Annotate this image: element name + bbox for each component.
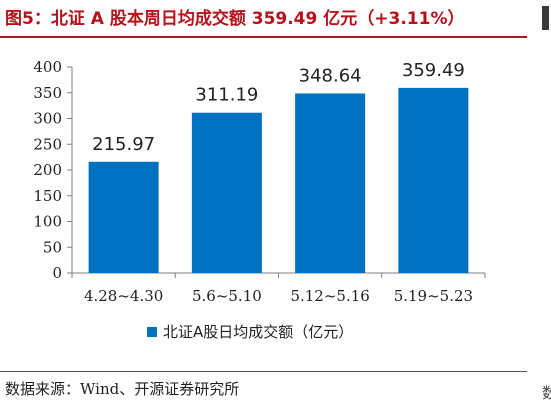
legend-swatch <box>147 327 157 337</box>
x-tick-label: 5.19~5.23 <box>394 287 473 305</box>
x-tick-label: 5.12~5.16 <box>290 287 369 305</box>
y-tick-label: 50 <box>43 238 62 256</box>
y-tick-label: 400 <box>33 58 62 76</box>
y-tick-label: 150 <box>33 187 62 205</box>
legend-label: 北证A股日均成交额（亿元） <box>163 323 353 341</box>
y-tick-label: 350 <box>33 84 62 102</box>
y-axis: 0 50 100 150 200 250 300 350 400 <box>33 58 73 282</box>
y-tick-label: 200 <box>33 161 62 179</box>
title-rule <box>0 36 527 38</box>
data-label: 311.19 <box>195 85 258 106</box>
source-note: 数据来源：Wind、开源证券研究所 <box>5 380 240 398</box>
bar-chart: 0 50 100 150 200 250 300 350 400 4.28~4.30 5.6~5.… <box>33 58 486 341</box>
data-label: 215.97 <box>92 134 155 155</box>
x-tick-label: 5.6~5.10 <box>192 287 262 305</box>
y-tick-label: 300 <box>33 110 62 128</box>
source-rule <box>0 371 527 372</box>
bar <box>295 93 366 273</box>
legend: 北证A股日均成交额（亿元） <box>147 323 353 341</box>
y-tick-label: 100 <box>33 213 62 231</box>
page-edge-mark <box>542 6 549 30</box>
data-label: 348.64 <box>299 65 362 86</box>
x-tick-label: 4.28~4.30 <box>84 287 163 305</box>
x-axis: 4.28~4.30 5.6~5.10 5.12~5.16 5.19~5.23 <box>71 272 486 305</box>
bar <box>88 161 159 273</box>
value-labels: 215.97 311.19 348.64 359.49 <box>92 60 465 155</box>
data-label: 359.49 <box>402 60 465 81</box>
y-tick-label: 250 <box>33 135 62 153</box>
bar <box>191 112 262 273</box>
edge-char: 数 <box>542 384 551 400</box>
figure-title: 图5：北证 A 股本周日均成交额 359.49 亿元（+3.11%） <box>5 9 465 29</box>
bars <box>88 87 469 274</box>
bar <box>398 87 469 274</box>
y-tick-label: 0 <box>52 264 62 282</box>
